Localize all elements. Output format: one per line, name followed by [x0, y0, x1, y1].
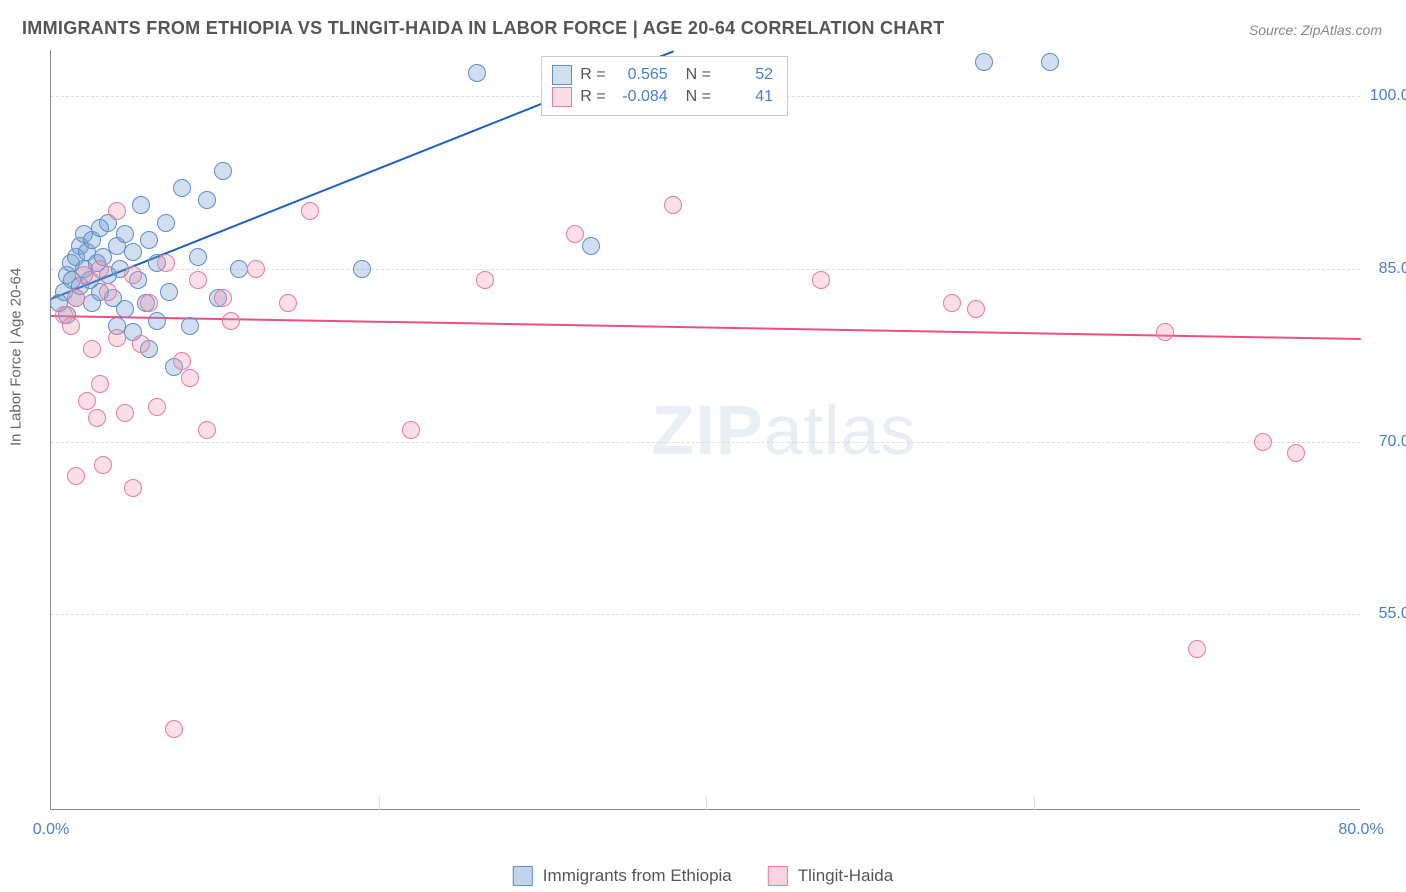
- corr-r-value: 0.565: [614, 66, 668, 84]
- data-point: [353, 260, 371, 278]
- data-point: [279, 294, 297, 312]
- gridline-h: [51, 614, 1360, 615]
- legend-label: Tlingit-Haida: [798, 866, 893, 886]
- data-point: [108, 202, 126, 220]
- y-tick-label: 55.0%: [1368, 605, 1406, 623]
- corr-n-label: N =: [686, 66, 711, 84]
- data-point: [78, 392, 96, 410]
- correlation-row: R = 0.565 N = 52: [552, 65, 773, 85]
- data-point: [214, 289, 232, 307]
- data-point: [476, 271, 494, 289]
- data-point: [157, 214, 175, 232]
- data-point: [140, 294, 158, 312]
- corr-n-label: N =: [686, 88, 711, 106]
- x-tick-label: 0.0%: [33, 821, 69, 839]
- gridline-h: [51, 442, 1360, 443]
- corr-r-label: R =: [580, 66, 605, 84]
- data-point: [124, 479, 142, 497]
- data-point: [67, 289, 85, 307]
- data-point: [148, 312, 166, 330]
- data-point: [108, 329, 126, 347]
- corr-n-value: 52: [719, 66, 773, 84]
- data-point: [214, 162, 232, 180]
- data-point: [222, 312, 240, 330]
- x-minor-tick: [706, 796, 707, 810]
- data-point: [230, 260, 248, 278]
- corr-r-value: -0.084: [614, 88, 668, 106]
- legend-swatch: [552, 87, 572, 107]
- data-point: [173, 352, 191, 370]
- watermark: ZIPatlas: [652, 390, 917, 470]
- correlation-box: R = 0.565 N = 52 R = -0.084 N = 41: [541, 56, 788, 116]
- legend: Immigrants from Ethiopia Tlingit-Haida: [513, 866, 893, 886]
- data-point: [1188, 640, 1206, 658]
- data-point: [99, 283, 117, 301]
- data-point: [160, 283, 178, 301]
- data-point: [181, 317, 199, 335]
- data-point: [67, 467, 85, 485]
- data-point: [132, 196, 150, 214]
- corr-r-label: R =: [580, 88, 605, 106]
- data-point: [62, 317, 80, 335]
- data-point: [247, 260, 265, 278]
- data-point: [189, 271, 207, 289]
- y-tick-label: 85.0%: [1368, 260, 1406, 278]
- data-point: [582, 237, 600, 255]
- data-point: [173, 179, 191, 197]
- chart-container: IMMIGRANTS FROM ETHIOPIA VS TLINGIT-HAID…: [0, 0, 1406, 892]
- legend-item: Immigrants from Ethiopia: [513, 866, 732, 886]
- data-point: [1156, 323, 1174, 341]
- data-point: [943, 294, 961, 312]
- plot-area: ZIPatlas 55.0%70.0%85.0%100.0%0.0%80.0%: [50, 50, 1360, 810]
- data-point: [566, 225, 584, 243]
- data-point: [132, 335, 150, 353]
- data-point: [812, 271, 830, 289]
- data-point: [1041, 53, 1059, 71]
- data-point: [140, 231, 158, 249]
- data-point: [116, 300, 134, 318]
- data-point: [165, 720, 183, 738]
- corr-n-value: 41: [719, 88, 773, 106]
- legend-swatch: [513, 866, 533, 886]
- data-point: [1254, 433, 1272, 451]
- x-minor-tick: [379, 796, 380, 810]
- data-point: [88, 409, 106, 427]
- data-point: [75, 266, 93, 284]
- correlation-row: R = -0.084 N = 41: [552, 87, 773, 107]
- x-minor-tick: [1034, 796, 1035, 810]
- data-point: [91, 375, 109, 393]
- data-point: [198, 191, 216, 209]
- data-point: [402, 421, 420, 439]
- data-point: [301, 202, 319, 220]
- y-tick-label: 70.0%: [1368, 433, 1406, 451]
- data-point: [124, 266, 142, 284]
- data-point: [967, 300, 985, 318]
- legend-label: Immigrants from Ethiopia: [543, 866, 732, 886]
- chart-source: Source: ZipAtlas.com: [1249, 22, 1382, 38]
- data-point: [468, 64, 486, 82]
- data-point: [91, 260, 109, 278]
- chart-title: IMMIGRANTS FROM ETHIOPIA VS TLINGIT-HAID…: [22, 18, 945, 39]
- y-tick-label: 100.0%: [1368, 87, 1406, 105]
- data-point: [664, 196, 682, 214]
- y-axis-label: In Labor Force | Age 20-64: [8, 268, 25, 446]
- data-point: [181, 369, 199, 387]
- legend-swatch: [768, 866, 788, 886]
- data-point: [189, 248, 207, 266]
- data-point: [198, 421, 216, 439]
- data-point: [1287, 444, 1305, 462]
- legend-item: Tlingit-Haida: [768, 866, 893, 886]
- data-point: [124, 243, 142, 261]
- data-point: [83, 340, 101, 358]
- x-tick-label: 80.0%: [1338, 821, 1383, 839]
- data-point: [94, 456, 112, 474]
- legend-swatch: [552, 65, 572, 85]
- data-point: [157, 254, 175, 272]
- data-point: [116, 225, 134, 243]
- data-point: [975, 53, 993, 71]
- data-point: [116, 404, 134, 422]
- data-point: [148, 398, 166, 416]
